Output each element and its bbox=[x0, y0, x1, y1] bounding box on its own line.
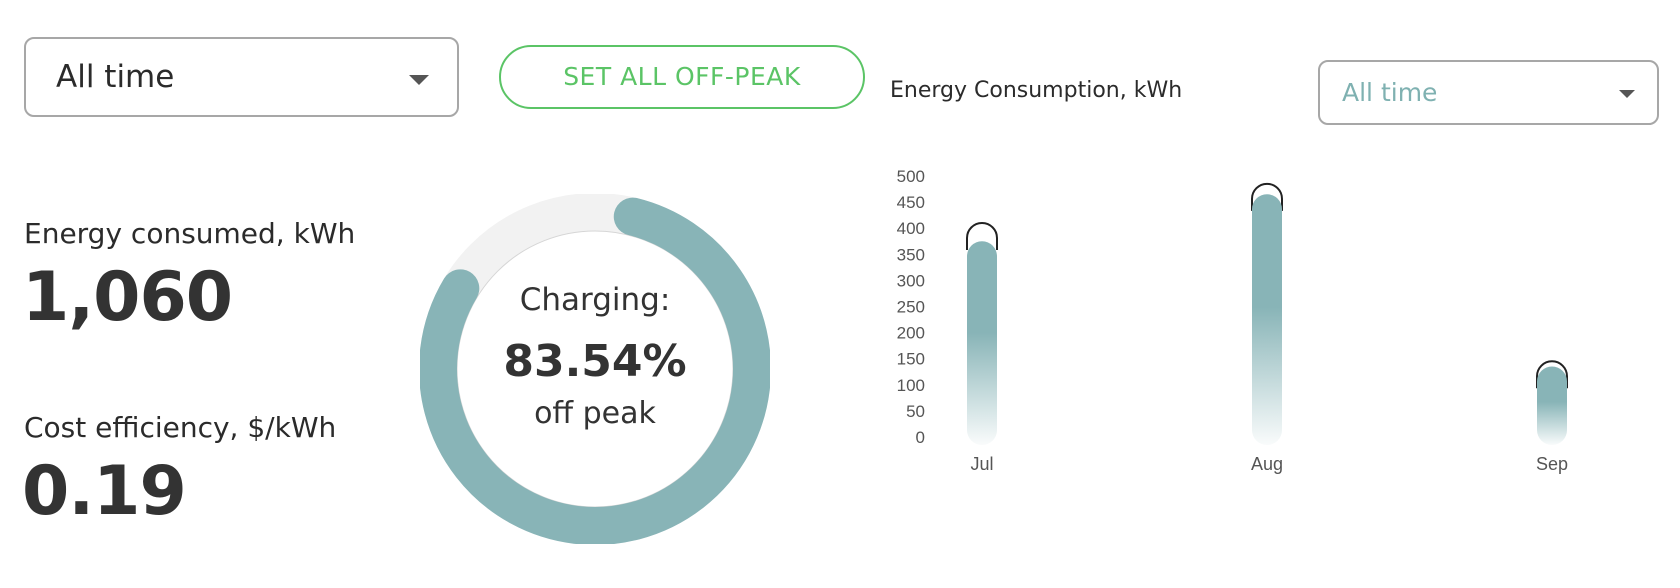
bar-sep[interactable] bbox=[1537, 366, 1567, 445]
y-tick-label: 450 bbox=[897, 193, 925, 212]
y-tick-label: 300 bbox=[897, 271, 925, 290]
y-tick-label: 350 bbox=[897, 245, 925, 264]
y-tick-label: 100 bbox=[897, 376, 925, 395]
y-axis: 0 50 100 150 200 250 300 350 400 450 500 bbox=[897, 170, 925, 447]
x-tick-label: Aug bbox=[1251, 454, 1283, 474]
charging-subtitle: off peak bbox=[534, 396, 656, 431]
time-range-dropdown[interactable]: All time bbox=[24, 37, 459, 117]
set-all-off-peak-button[interactable]: SET ALL OFF-PEAK bbox=[499, 45, 865, 109]
y-tick-label: 400 bbox=[897, 219, 925, 238]
energy-consumption-chart: 0 50 100 150 200 250 300 350 400 450 500 Jul Aug Sep bbox=[897, 170, 1568, 474]
time-range-value: All time bbox=[56, 59, 175, 95]
off-peak-arc bbox=[420, 194, 770, 544]
y-tick-label: 150 bbox=[897, 350, 925, 369]
chart-title: Energy Consumption, kWh bbox=[890, 78, 1183, 103]
chart-range-value: All time bbox=[1342, 78, 1438, 107]
energy-consumed-value: 1,060 bbox=[22, 258, 233, 337]
y-tick-label: 0 bbox=[916, 428, 925, 447]
donut-track-inner-edge bbox=[456, 230, 734, 508]
y-tick-label: 250 bbox=[897, 298, 925, 317]
cost-efficiency-label: Cost efficiency, $/kWh bbox=[24, 411, 337, 444]
bar-cap-outline bbox=[1536, 360, 1568, 389]
bar-cap-outline bbox=[1251, 182, 1283, 211]
charging-percent: 83.54% bbox=[503, 336, 687, 387]
x-tick-label: Jul bbox=[970, 454, 993, 474]
bar-jul[interactable] bbox=[967, 241, 997, 445]
chart-range-dropdown[interactable]: All time bbox=[1318, 60, 1659, 125]
energy-consumed-label: Energy consumed, kWh bbox=[24, 217, 356, 250]
charging-title: Charging: bbox=[519, 282, 671, 318]
charging-donut-chart bbox=[420, 194, 770, 544]
bars bbox=[966, 182, 1568, 445]
bar-cap-outline bbox=[966, 222, 998, 250]
y-tick-label: 50 bbox=[906, 402, 925, 421]
chevron-down-icon bbox=[409, 75, 429, 85]
x-axis: Jul Aug Sep bbox=[970, 454, 1568, 474]
x-tick-label: Sep bbox=[1536, 454, 1568, 474]
y-tick-label: 500 bbox=[897, 170, 925, 186]
bar-aug[interactable] bbox=[1252, 194, 1282, 445]
chevron-down-icon bbox=[1619, 90, 1635, 98]
y-tick-label: 200 bbox=[897, 324, 925, 343]
cost-efficiency-value: 0.19 bbox=[22, 452, 187, 531]
